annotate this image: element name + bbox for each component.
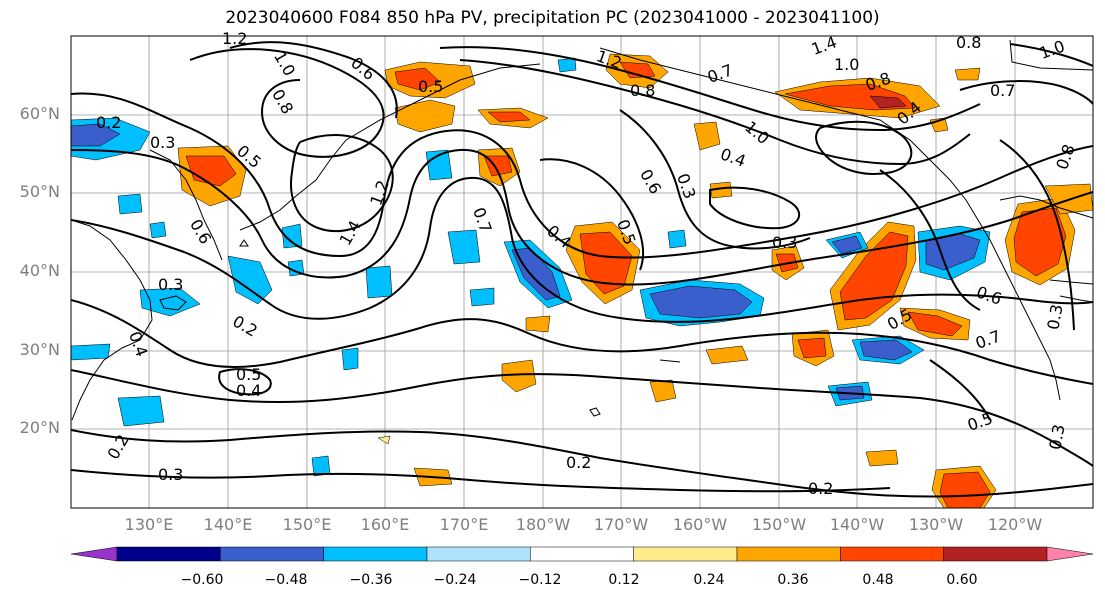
contour-label: 0.3 [158,465,183,484]
colorbar-arrow-low [70,546,118,562]
contour-label: 0.2 [808,479,833,498]
colorbar [70,546,1094,562]
contour-label: 0.5 [418,77,443,96]
lat-label: 20°N [19,418,60,437]
lon-label: 180°W [515,515,571,534]
lon-label: 140°E [203,515,253,534]
colorbar-tick-label: 0.12 [608,572,640,588]
colorbar-tick-label: 0.48 [862,572,894,588]
colorbar-segment [323,546,428,562]
graticule [71,36,1093,508]
pv-contours [71,41,1093,498]
colorbar-segment [840,546,944,562]
lon-label: 170°W [593,515,649,534]
contour-label: 0.3 [158,275,183,294]
colorbar-segment [530,546,634,562]
colorbar-tick-label: 0.36 [777,572,809,588]
contour-label: 0.8 [956,33,981,52]
lat-label: 40°N [19,261,60,280]
contour-label: 0.5 [236,365,261,384]
colorbar-tick-label: −0.36 [349,572,393,588]
colorbar-segment [736,546,841,562]
colorbar-segment [426,546,531,562]
lon-label: 160°W [672,515,728,534]
lon-label: 150°W [751,515,807,534]
lon-label: 130°E [124,515,174,534]
lon-label: 140°W [829,515,885,534]
contour-label: 0.3 [1043,303,1066,331]
contour-label: 1.2 [222,29,247,48]
contour-label: 0.3 [772,233,797,252]
lat-label: 60°N [19,104,60,123]
lon-label: 120°W [987,515,1043,534]
contour-label: 0.8 [630,81,655,100]
colorbar-tick-label: −0.48 [264,572,308,588]
colorbar-tick-label: 0.60 [946,572,978,588]
map-title: 2023040600 F084 850 hPa PV, precipitatio… [225,8,880,28]
colorbar-segment [633,546,738,562]
precipitation-shading [71,53,1093,508]
contour-label: 0.3 [150,133,175,152]
colorbar-arrow-high [1046,546,1094,562]
lon-label: 170°E [439,515,489,534]
lat-label: 50°N [19,182,60,201]
contour-label: 1.0 [834,55,859,74]
colorbar-segment [943,546,1048,562]
lon-label: 150°E [282,515,332,534]
lon-label: 130°W [908,515,964,534]
lon-label: 160°E [360,515,410,534]
contour-label: 0.4 [236,381,261,400]
colorbar-segment [116,546,221,562]
contour-label: 0.7 [990,81,1015,100]
contour-label: 0.2 [96,113,121,132]
colorbar-tick-label: −0.60 [180,572,224,588]
colorbar-tick-label: 0.24 [693,572,725,588]
contour-label: 0.3 [1045,423,1068,451]
colorbar-segment [220,546,324,562]
coastlines [71,39,1093,421]
lat-label: 30°N [19,340,60,359]
colorbar-tick-label: −0.12 [518,572,562,588]
colorbar-tick-label: −0.24 [433,572,477,588]
contour-label: 0.2 [566,453,591,472]
